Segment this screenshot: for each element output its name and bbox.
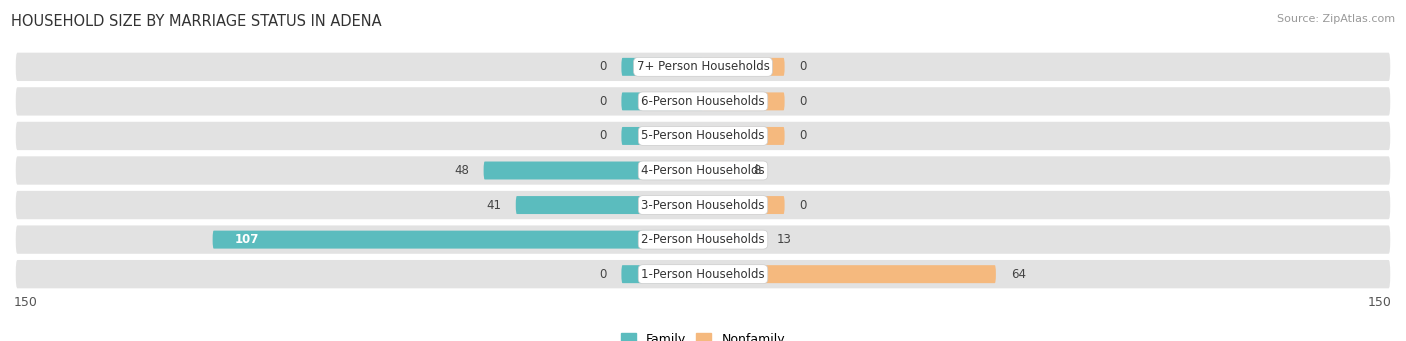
FancyBboxPatch shape: [15, 156, 1391, 185]
FancyBboxPatch shape: [15, 260, 1391, 288]
Text: 0: 0: [800, 130, 807, 143]
Text: 41: 41: [486, 198, 501, 211]
Text: 64: 64: [1011, 268, 1026, 281]
FancyBboxPatch shape: [15, 225, 1391, 254]
Text: Source: ZipAtlas.com: Source: ZipAtlas.com: [1277, 14, 1395, 24]
Text: 8: 8: [754, 164, 761, 177]
Text: HOUSEHOLD SIZE BY MARRIAGE STATUS IN ADENA: HOUSEHOLD SIZE BY MARRIAGE STATUS IN ADE…: [11, 14, 382, 29]
FancyBboxPatch shape: [516, 196, 703, 214]
FancyBboxPatch shape: [703, 162, 738, 179]
Text: 107: 107: [235, 233, 259, 246]
Text: 1-Person Households: 1-Person Households: [641, 268, 765, 281]
FancyBboxPatch shape: [621, 58, 703, 76]
FancyBboxPatch shape: [703, 196, 785, 214]
Text: 2-Person Households: 2-Person Households: [641, 233, 765, 246]
FancyBboxPatch shape: [15, 191, 1391, 219]
FancyBboxPatch shape: [703, 58, 785, 76]
Text: 0: 0: [599, 130, 606, 143]
Legend: Family, Nonfamily: Family, Nonfamily: [616, 328, 790, 341]
FancyBboxPatch shape: [703, 127, 785, 145]
FancyBboxPatch shape: [15, 53, 1391, 81]
Text: 5-Person Households: 5-Person Households: [641, 130, 765, 143]
FancyBboxPatch shape: [484, 162, 703, 179]
Text: 150: 150: [14, 296, 38, 309]
FancyBboxPatch shape: [621, 127, 703, 145]
Text: 6-Person Households: 6-Person Households: [641, 95, 765, 108]
FancyBboxPatch shape: [212, 231, 703, 249]
Text: 0: 0: [599, 268, 606, 281]
Text: 0: 0: [800, 95, 807, 108]
Text: 48: 48: [454, 164, 468, 177]
FancyBboxPatch shape: [621, 92, 703, 110]
FancyBboxPatch shape: [703, 231, 762, 249]
FancyBboxPatch shape: [621, 265, 703, 283]
Text: 7+ Person Households: 7+ Person Households: [637, 60, 769, 73]
Text: 4-Person Households: 4-Person Households: [641, 164, 765, 177]
Text: 0: 0: [599, 95, 606, 108]
Text: 3-Person Households: 3-Person Households: [641, 198, 765, 211]
Text: 0: 0: [599, 60, 606, 73]
FancyBboxPatch shape: [703, 265, 995, 283]
Text: 0: 0: [800, 60, 807, 73]
FancyBboxPatch shape: [703, 92, 785, 110]
FancyBboxPatch shape: [15, 87, 1391, 116]
Text: 0: 0: [800, 198, 807, 211]
FancyBboxPatch shape: [15, 122, 1391, 150]
Text: 13: 13: [776, 233, 792, 246]
Text: 150: 150: [1368, 296, 1392, 309]
